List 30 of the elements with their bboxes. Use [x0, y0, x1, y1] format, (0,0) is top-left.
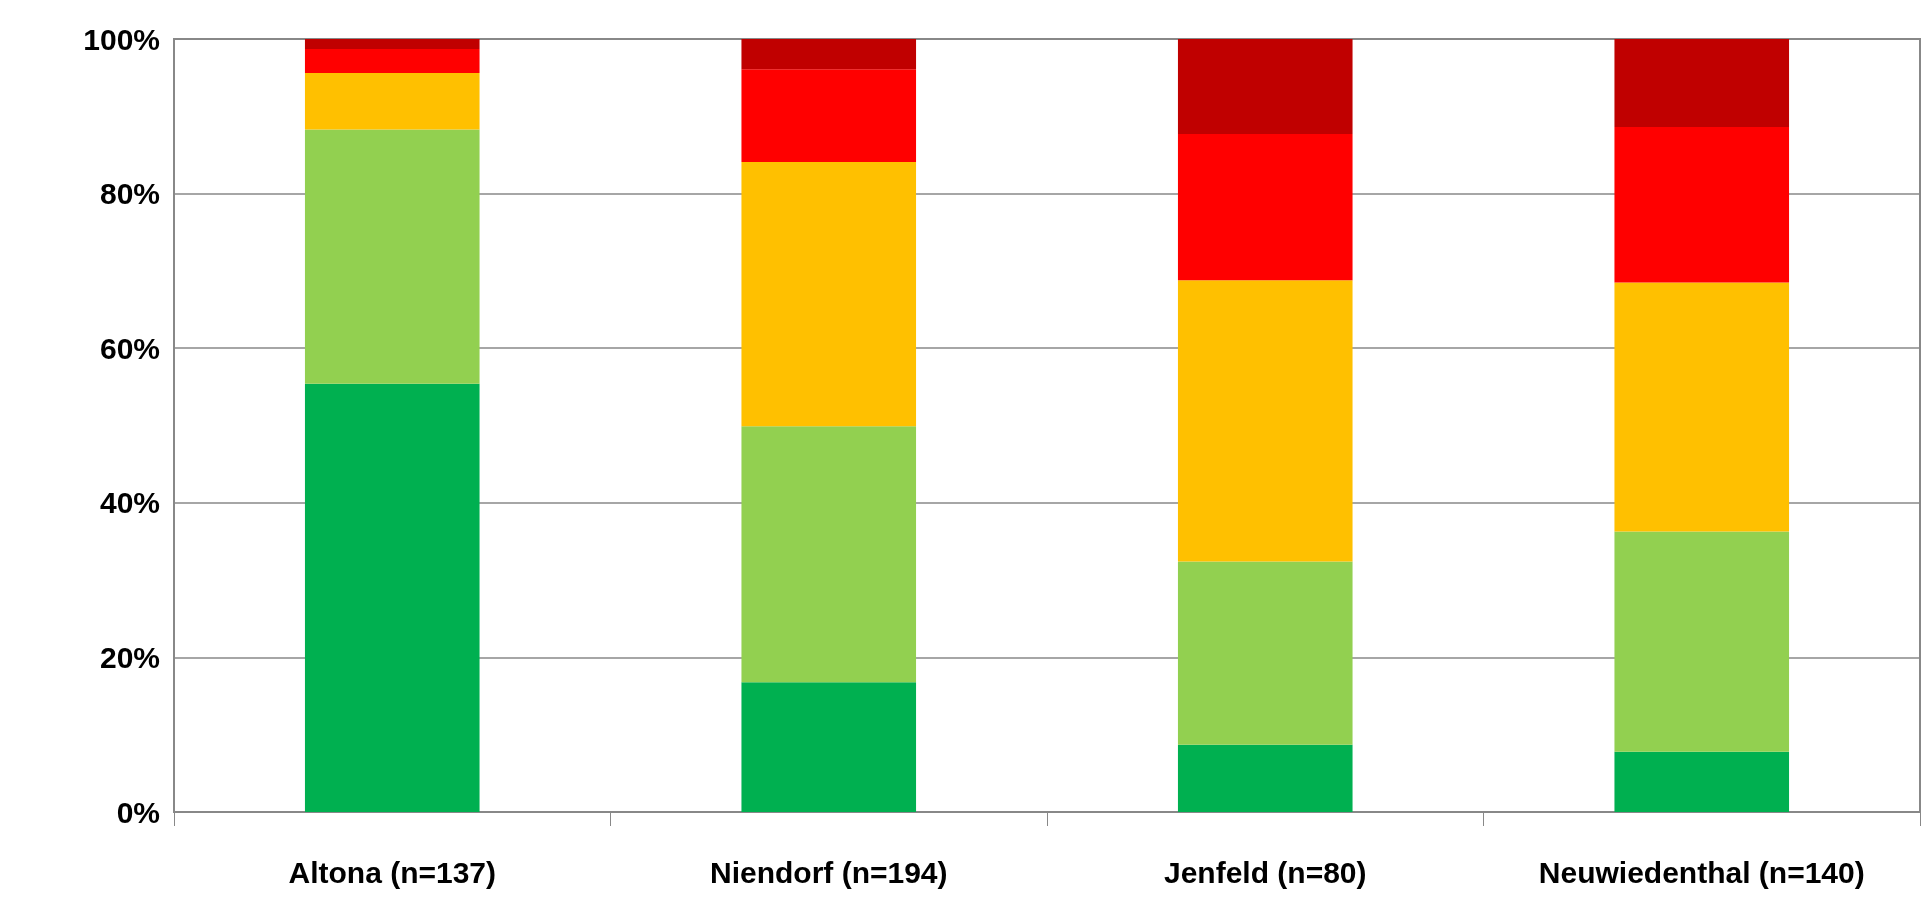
- y-tick-label: 60%: [99, 331, 160, 365]
- bar: [741, 69, 917, 162]
- bar: [1614, 531, 1790, 752]
- y-tick-label: 0%: [116, 795, 160, 829]
- x-tick-label: Altona (n=137): [288, 855, 497, 889]
- bar: [741, 161, 917, 427]
- bar: [741, 39, 917, 70]
- y-tick-label: 20%: [99, 640, 160, 674]
- bar: [1614, 751, 1790, 812]
- bar: [304, 73, 480, 130]
- bar: [304, 383, 480, 812]
- bar: [304, 49, 480, 74]
- x-tick-label: Jenfeld (n=80): [1163, 855, 1367, 889]
- bar: [1177, 39, 1353, 135]
- x-tick-label: Niendorf (n=194): [709, 855, 948, 889]
- bar: [1614, 127, 1790, 283]
- y-tick-label: 40%: [99, 486, 160, 520]
- bar: [1177, 280, 1353, 562]
- bar: [1177, 561, 1353, 745]
- bar: [304, 39, 480, 50]
- bar: [1614, 39, 1790, 128]
- bar: [741, 682, 917, 812]
- bar: [1177, 134, 1353, 281]
- y-tick-label: 80%: [99, 177, 160, 211]
- bar: [304, 129, 480, 384]
- bar: [1614, 282, 1790, 532]
- y-tick-label: 100%: [83, 22, 160, 56]
- bar: [741, 426, 917, 683]
- bar: [1177, 744, 1353, 812]
- x-tick-label: Neuwiedenthal (n=140): [1538, 855, 1865, 889]
